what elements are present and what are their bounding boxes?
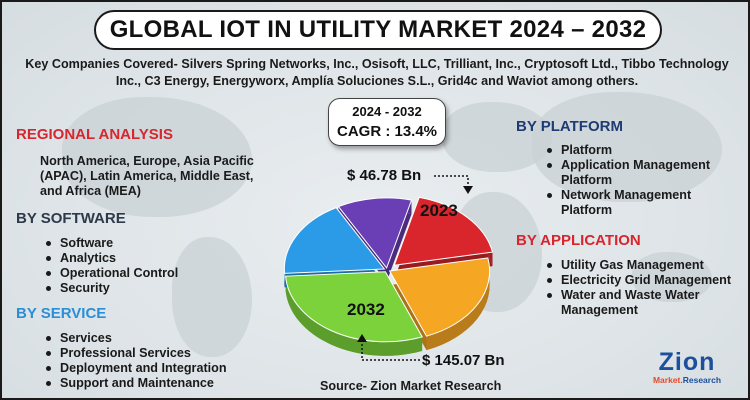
list-item: Professional Services: [42, 346, 227, 361]
pie-label-2023: 2023: [420, 201, 458, 220]
pie-slice: [337, 197, 413, 269]
by-platform-title: BY PLATFORM: [516, 118, 623, 135]
pie-slice-rim: [426, 257, 490, 351]
pie-slice: [283, 207, 386, 274]
list-item: Analytics: [42, 251, 178, 266]
by-service-title: BY SERVICE: [16, 305, 107, 322]
pie-slice: [388, 257, 491, 337]
list-item: Platform: [543, 143, 743, 158]
cagr-badge: 2024 - 2032 CAGR : 13.4%: [328, 98, 446, 146]
world-map-asia: [532, 92, 722, 202]
list-item: Operational Control: [42, 266, 178, 281]
list-item: Software: [42, 236, 178, 251]
dotted-arrow-start: [434, 175, 473, 194]
application-list: Utility Gas Management Electricity Grid …: [543, 258, 743, 318]
world-map-australia: [632, 252, 712, 302]
platform-list: Platform Application Management Platform…: [543, 143, 743, 218]
list-item: Services: [42, 331, 227, 346]
software-list: Software Analytics Operational Control S…: [42, 236, 178, 296]
cagr-years: 2024 - 2032: [352, 104, 422, 119]
by-application-title: BY APPLICATION: [516, 232, 641, 249]
list-item: Security: [42, 281, 178, 296]
list-item: Application Management Platform: [543, 158, 743, 188]
list-item: Network Management Platform: [543, 188, 743, 218]
pie-slice-rim: [285, 276, 423, 356]
pie-label-2032: 2032: [347, 300, 385, 319]
world-map-north-america: [62, 97, 252, 217]
list-item: Water and Waste Water Management: [543, 288, 743, 318]
world-map-south-america: [172, 237, 252, 357]
dotted-arrow-end: [357, 334, 420, 361]
cagr-value: CAGR : 13.4%: [336, 123, 438, 140]
list-item: Deployment and Integration: [42, 361, 227, 376]
regional-analysis-title: REGIONAL ANALYSIS: [16, 126, 173, 143]
page-title: GLOBAL IOT IN UTILITY MARKET 2024 – 2032: [94, 10, 662, 50]
list-item: Support and Maintenance: [42, 376, 227, 391]
zion-logo: Zion Market.Research: [642, 349, 732, 389]
list-item: Electricity Grid Management: [543, 273, 743, 288]
logo-sub: Market.Research: [652, 375, 722, 385]
service-list: Services Professional Services Deploymen…: [42, 331, 227, 391]
source-text: Source- Zion Market Research: [320, 379, 502, 393]
list-item: Utility Gas Management: [543, 258, 743, 273]
companies-covered: Key Companies Covered- Silvers Spring Ne…: [25, 57, 729, 88]
pie-slice: [285, 271, 423, 343]
start-amount: $ 46.78 Bn: [347, 167, 422, 184]
pie-slice: [393, 196, 494, 266]
pie-slices: [283, 196, 494, 343]
regional-analysis-text: North America, Europe, Asia Pacific (APA…: [40, 154, 254, 198]
end-amount: $ 145.07 Bn: [422, 352, 505, 369]
logo-main: Zion: [658, 348, 716, 376]
by-software-title: BY SOFTWARE: [16, 210, 126, 227]
